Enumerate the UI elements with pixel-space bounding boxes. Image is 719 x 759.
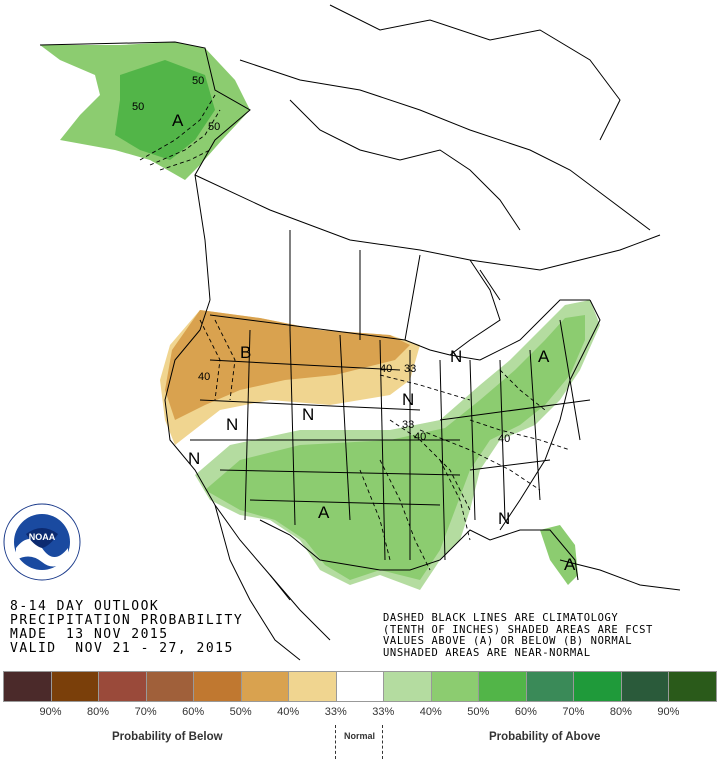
legend-swatch xyxy=(335,671,385,702)
outlook-map: A B A A A N N N N N N 50 50 50 40 40 33 … xyxy=(3,4,681,661)
boundaries xyxy=(39,4,681,661)
probability-legend xyxy=(3,671,717,703)
map-label-n-southeast: N xyxy=(498,509,510,528)
isoline-label: 33 xyxy=(402,419,414,431)
legend-swatch xyxy=(668,671,717,702)
legend-tick-label: 90% xyxy=(39,706,62,718)
noaa-logo: NOAA xyxy=(3,503,81,581)
above-caption: Probability of Above xyxy=(489,731,601,743)
legend-tick-label: 70% xyxy=(134,706,157,718)
map-label-n-rockies: N xyxy=(302,405,314,424)
legend-swatch xyxy=(525,671,575,702)
outlook-title: 8-14 DAY OUTLOOK PRECIPITATION PROBABILI… xyxy=(10,600,243,656)
legend-divider xyxy=(335,725,336,759)
climatology-lines xyxy=(139,94,571,571)
legend-swatch xyxy=(288,671,337,702)
notes-line: (TENTH OF INCHES) SHADED AREAS ARE FCST xyxy=(383,623,653,636)
legend-tick-label: 80% xyxy=(609,706,632,718)
tick-spacer xyxy=(692,706,716,718)
legend-tick-label: 70% xyxy=(562,706,585,718)
title-line: 8-14 DAY OUTLOOK xyxy=(10,599,160,614)
title-line: PRECIPITATION PROBABILITY xyxy=(10,613,244,628)
notes-line: UNSHADED AREAS ARE NEAR-NORMAL xyxy=(383,646,591,659)
map-label-southwest-a: A xyxy=(318,503,330,522)
legend-tick-label: 80% xyxy=(87,706,110,718)
map-label-n-plains: N xyxy=(402,390,414,409)
legend-tick-label: 90% xyxy=(657,706,680,718)
normal-caption: Normal xyxy=(344,731,376,741)
map-label-florida-a: A xyxy=(564,555,576,574)
below-caption: Probability of Below xyxy=(112,731,223,743)
legend-swatch xyxy=(193,671,242,702)
legend-swatch xyxy=(430,671,480,702)
alaska-above-area xyxy=(40,42,250,180)
isoline-label: 50 xyxy=(192,75,204,87)
legend-swatch xyxy=(383,671,432,702)
legend-swatch xyxy=(50,671,100,702)
legend-swatch xyxy=(98,671,147,702)
legend-divider xyxy=(382,725,383,759)
legend-tick-label: 33% xyxy=(372,706,395,718)
tick-spacer xyxy=(3,706,27,718)
isoline-label: 50 xyxy=(132,101,144,113)
isoline-label: 40 xyxy=(198,371,210,383)
south-east-above-area xyxy=(195,300,600,590)
isoline-label: 40 xyxy=(414,431,426,443)
legend-swatch xyxy=(240,671,290,702)
legend-swatch xyxy=(478,671,527,702)
notes-line: DASHED BLACK LINES ARE CLIMATOLOGY xyxy=(383,612,619,624)
title-line: VALID NOV 21 - 27, 2015 xyxy=(10,641,234,656)
noaa-logo-text: NOAA xyxy=(29,532,56,542)
legend-tick-label: 60% xyxy=(514,706,537,718)
legend-swatch xyxy=(3,671,52,702)
legend-swatch xyxy=(620,671,670,702)
isoline-label: 40 xyxy=(380,363,392,375)
legend-tick-label: 50% xyxy=(467,706,490,718)
isoline-label: 50 xyxy=(208,121,220,133)
notes-line: VALUES ABOVE (A) OR BELOW (B) NORMAL xyxy=(383,635,633,647)
legend-tick-label: 40% xyxy=(419,706,442,718)
map-label-northwest-b: B xyxy=(240,343,251,362)
map-label-n-california: N xyxy=(188,449,200,468)
legend-tick-label: 33% xyxy=(324,706,347,718)
map-label-alaska-a: A xyxy=(172,111,184,130)
isoline-label: 33 xyxy=(404,363,416,375)
isoline-label: 40 xyxy=(498,433,510,445)
map-label-n-great-basin: N xyxy=(226,415,238,434)
legend-swatch xyxy=(145,671,195,702)
legend-tick-label: 50% xyxy=(229,706,252,718)
map-notes: DASHED BLACK LINES ARE CLIMATOLOGY (TENT… xyxy=(383,612,653,659)
legend-tick-label: 40% xyxy=(277,706,300,718)
map-label-northeast-a: A xyxy=(538,347,550,366)
map-label-n-great-lakes: N xyxy=(450,347,462,366)
northwest-below-area xyxy=(160,310,420,445)
legend-swatch xyxy=(573,671,622,702)
legend-tick-label: 60% xyxy=(182,706,205,718)
legend-ticks: 90% 80% 70% 60% 50% 40% 33% 33% 40% 50% 60% 70% 80% 9… xyxy=(3,706,716,718)
title-line: MADE 13 NOV 2015 xyxy=(10,627,169,642)
